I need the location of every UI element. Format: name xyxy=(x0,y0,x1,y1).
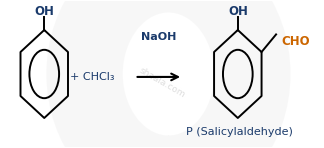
Text: OH: OH xyxy=(228,5,248,18)
Text: shaala.com: shaala.com xyxy=(137,66,187,100)
Text: P (Salicylaldehyde): P (Salicylaldehyde) xyxy=(186,127,293,137)
Text: CHO: CHO xyxy=(281,35,310,48)
Text: NaOH: NaOH xyxy=(141,32,177,42)
Text: OH: OH xyxy=(34,5,54,18)
Text: + CHCl₃: + CHCl₃ xyxy=(70,72,115,82)
